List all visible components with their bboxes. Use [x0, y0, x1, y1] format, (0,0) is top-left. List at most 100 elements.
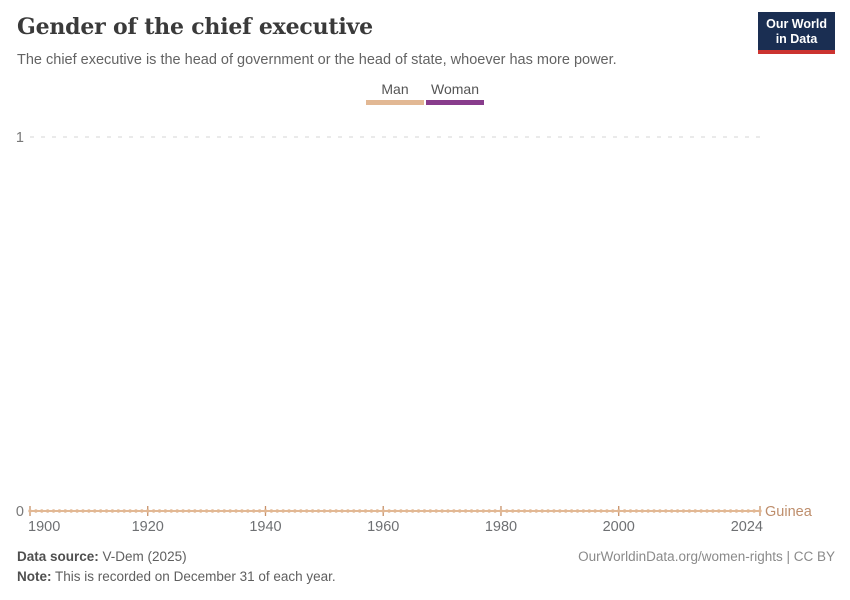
data-point — [575, 509, 580, 513]
data-point — [381, 509, 385, 513]
owid-logo[interactable]: Our World in Data — [758, 12, 835, 54]
data-point — [87, 509, 91, 513]
data-point — [728, 509, 733, 513]
data-point — [175, 509, 179, 513]
data-point — [352, 509, 356, 513]
data-point — [346, 509, 350, 513]
data-point — [440, 509, 444, 513]
data-point — [669, 509, 674, 513]
data-point — [505, 509, 509, 513]
data-point — [569, 509, 574, 513]
data-source-label: Data source: — [17, 549, 99, 564]
data-point — [605, 509, 609, 513]
x-axis-label-1980: 1980 — [485, 519, 517, 535]
data-point — [475, 509, 480, 513]
data-point — [546, 509, 550, 513]
data-point — [711, 509, 715, 513]
data-point — [687, 509, 692, 513]
data-point — [40, 509, 44, 513]
data-point — [587, 509, 591, 513]
data-point — [740, 509, 745, 513]
data-point — [516, 509, 521, 513]
data-point — [540, 509, 544, 513]
legend-item-woman[interactable]: Woman — [426, 81, 484, 105]
data-point — [469, 509, 474, 513]
data-point — [98, 509, 103, 513]
data-point — [746, 509, 750, 513]
note-label: Note: — [17, 569, 52, 584]
data-point — [646, 509, 650, 513]
data-point — [734, 509, 739, 513]
data-point — [69, 509, 73, 513]
data-point — [428, 509, 433, 513]
data-point — [722, 509, 727, 513]
data-point — [522, 509, 527, 513]
data-point — [222, 509, 226, 513]
data-point — [210, 509, 215, 513]
data-point — [234, 509, 238, 513]
data-point — [287, 509, 291, 513]
data-point — [63, 509, 68, 513]
data-point — [187, 509, 191, 513]
legend-label-man: Man — [381, 81, 409, 97]
data-point — [369, 509, 374, 513]
logo-text-line2: in Data — [775, 32, 818, 46]
x-axis-label-1940: 1940 — [249, 519, 281, 535]
data-point — [252, 509, 256, 513]
data-point — [34, 509, 38, 513]
data-point — [93, 509, 97, 513]
data-point — [593, 509, 597, 513]
data-point — [699, 509, 703, 513]
data-point — [263, 509, 268, 513]
data-source-value: V-Dem (2025) — [102, 549, 187, 564]
x-axis-label-1900: 1900 — [28, 519, 60, 535]
series-guinea[interactable] — [28, 506, 762, 516]
data-point — [193, 509, 197, 513]
data-point — [658, 509, 662, 513]
data-point — [422, 509, 427, 513]
data-point — [752, 509, 756, 513]
chart-title: Gender of the chief executive — [17, 14, 373, 40]
data-point — [199, 509, 203, 513]
data-point — [157, 509, 162, 513]
data-point — [140, 509, 144, 513]
data-point — [275, 509, 279, 513]
data-point — [128, 509, 132, 513]
data-point — [146, 509, 150, 513]
data-point — [493, 509, 497, 513]
data-point — [122, 509, 126, 513]
data-point — [204, 509, 209, 513]
data-point — [57, 509, 62, 513]
data-point — [75, 509, 79, 513]
footer-credit[interactable]: OurWorldinData.org/women-rights | CC BY — [578, 549, 835, 564]
data-point — [228, 509, 232, 513]
chart-legend: Man Woman — [0, 81, 850, 105]
note-value: This is recorded on December 31 of each … — [55, 569, 336, 584]
data-point — [216, 509, 221, 513]
data-point — [511, 509, 515, 513]
data-point — [399, 509, 403, 513]
legend-item-man[interactable]: Man — [366, 81, 424, 105]
data-point — [45, 509, 50, 513]
data-point — [316, 509, 321, 513]
data-point — [481, 509, 486, 513]
data-point — [693, 509, 697, 513]
data-point — [134, 509, 138, 513]
data-point — [675, 509, 680, 513]
data-point — [163, 509, 168, 513]
y-axis-label-1: 1 — [16, 130, 24, 146]
data-point — [304, 509, 309, 513]
footer-notes: Data source: V-Dem (2025) Note: This is … — [17, 547, 336, 587]
data-point — [628, 509, 633, 513]
data-point — [717, 509, 721, 513]
data-point — [681, 509, 686, 513]
chart-subtitle: The chief executive is the head of gover… — [17, 52, 617, 68]
data-point — [617, 509, 621, 513]
data-point — [387, 509, 391, 513]
data-point — [611, 509, 615, 513]
x-axis-label-1960: 1960 — [367, 519, 399, 535]
note-line: Note: This is recorded on December 31 of… — [17, 567, 336, 587]
entity-label-guinea[interactable]: Guinea — [765, 504, 813, 520]
data-point — [375, 509, 380, 513]
data-point — [622, 509, 627, 513]
